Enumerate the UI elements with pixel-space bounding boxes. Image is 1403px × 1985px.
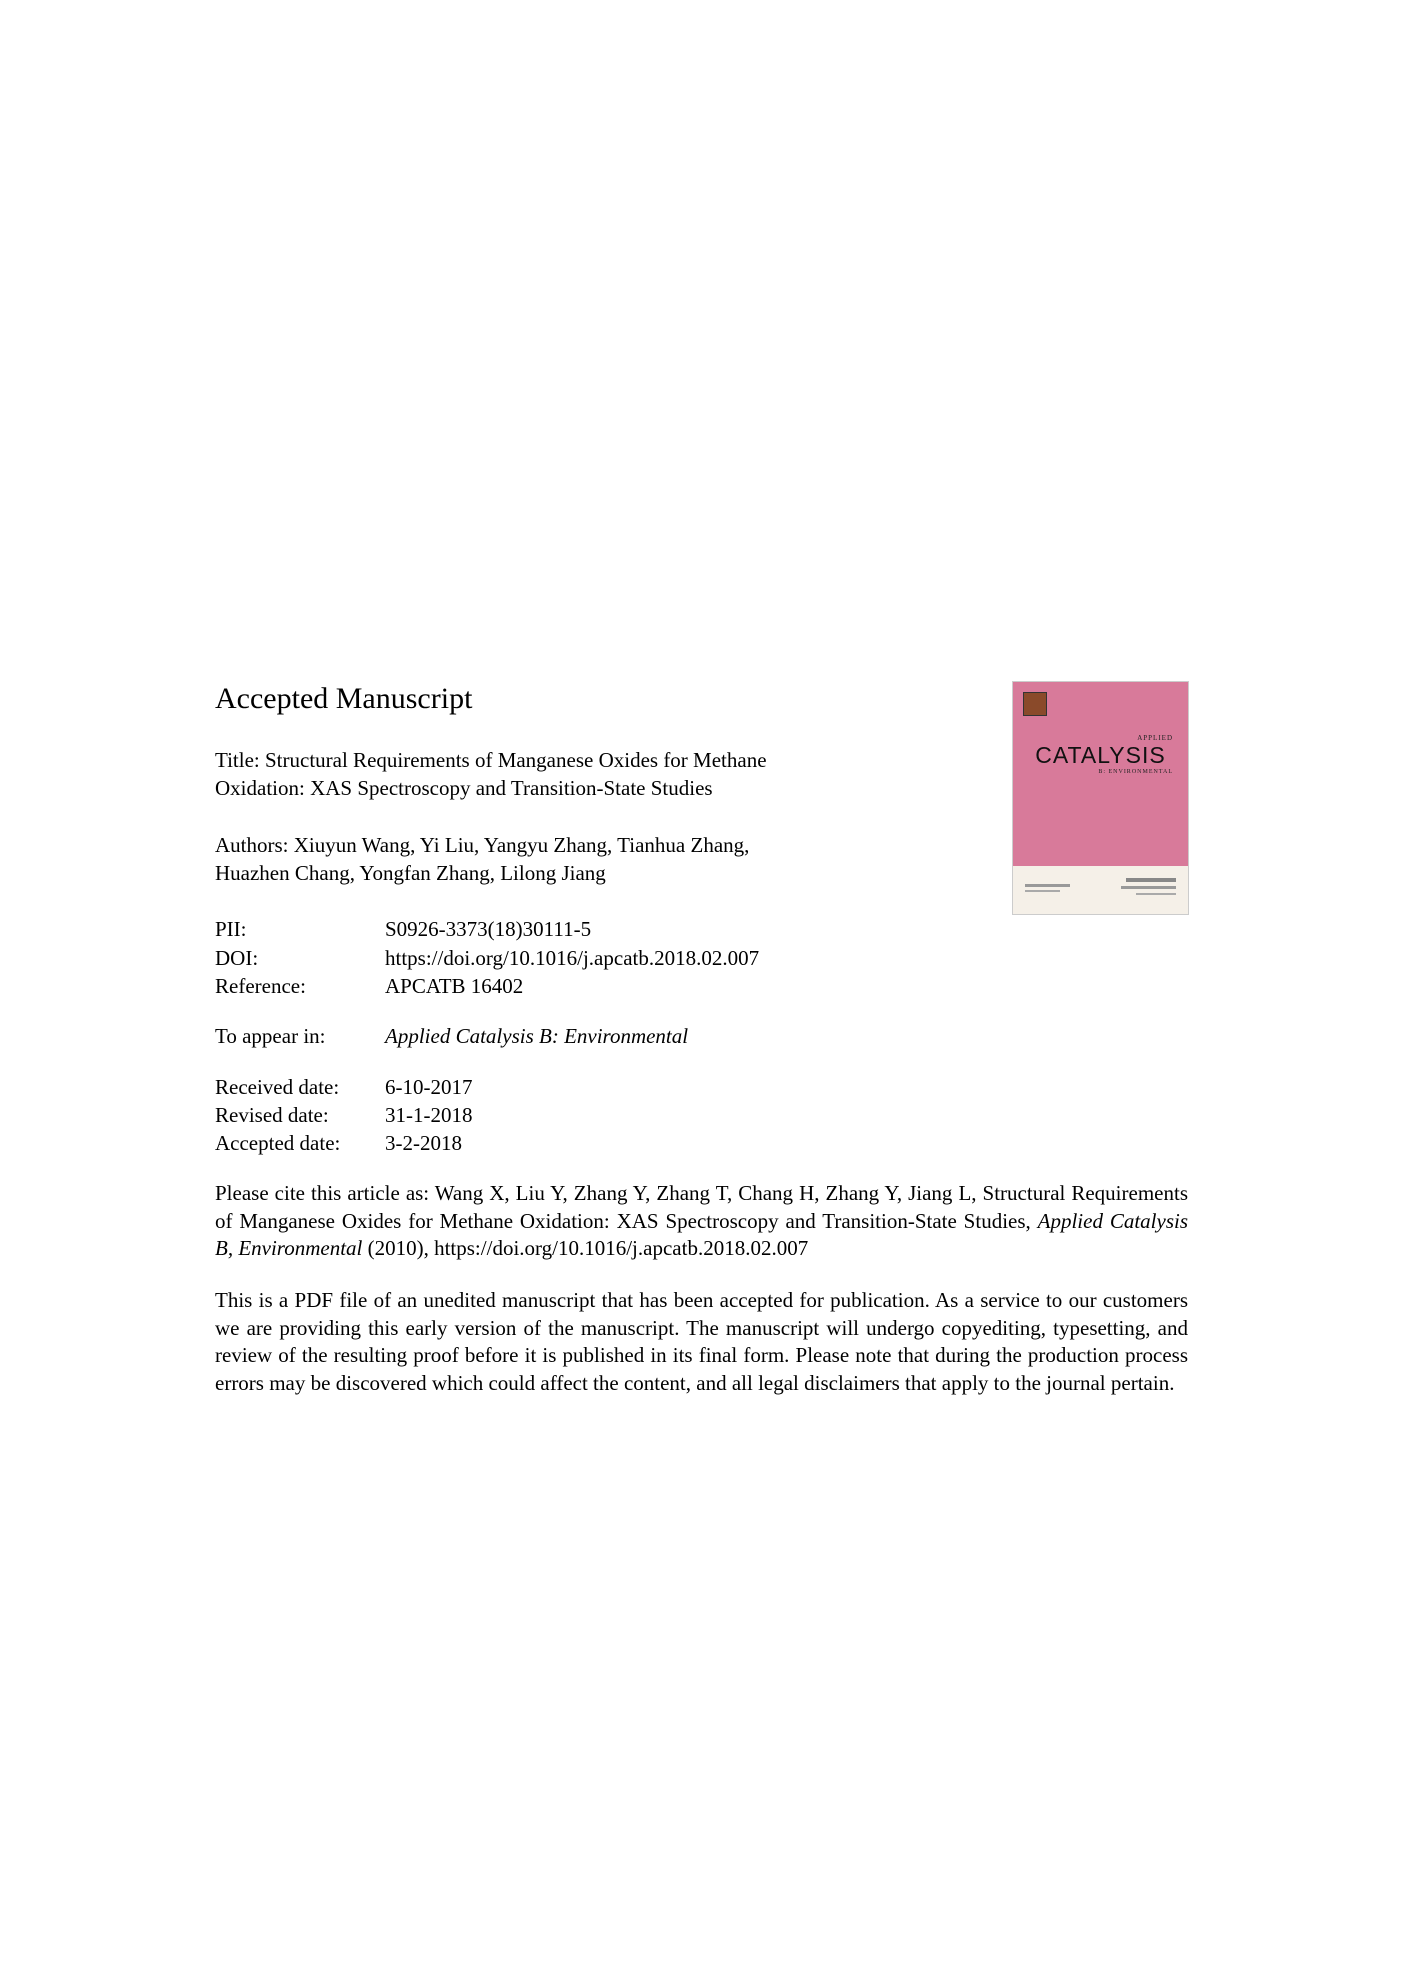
disclaimer-block: This is a PDF file of an unedited manusc… bbox=[215, 1287, 1188, 1398]
cover-catalysis-text: CATALYSIS bbox=[1013, 742, 1188, 769]
header-row: Accepted Manuscript Title: Structural Re… bbox=[215, 682, 1188, 915]
manuscript-page: Accepted Manuscript Title: Structural Re… bbox=[0, 0, 1403, 1985]
meta-row-doi: DOI: https://doi.org/10.1016/j.apcatb.20… bbox=[215, 944, 1188, 972]
meta-row-received: Received date: 6-10-2017 bbox=[215, 1073, 1188, 1101]
cover-footer-line bbox=[1025, 890, 1060, 892]
citation-block: Please cite this article as: Wang X, Liu… bbox=[215, 1180, 1188, 1263]
revised-value: 31-1-2018 bbox=[385, 1101, 1188, 1129]
revised-label: Revised date: bbox=[215, 1101, 385, 1129]
doi-value: https://doi.org/10.1016/j.apcatb.2018.02… bbox=[385, 944, 1188, 972]
cover-footer bbox=[1013, 866, 1188, 914]
page-heading: Accepted Manuscript bbox=[215, 682, 983, 716]
cover-footer-line bbox=[1136, 893, 1176, 895]
reference-label: Reference: bbox=[215, 972, 385, 1000]
title-prefix: Title: bbox=[215, 748, 265, 772]
meta-row-accepted: Accepted date: 3-2-2018 bbox=[215, 1129, 1188, 1157]
cover-title-block: APPLIED CATALYSIS B: ENVIRONMENTAL bbox=[1013, 734, 1188, 775]
authors-block: Authors: Xiuyun Wang, Yi Liu, Yangyu Zha… bbox=[215, 831, 785, 888]
reference-value: APCATB 16402 bbox=[385, 972, 1188, 1000]
cover-b-text: B: ENVIRONMENTAL bbox=[1013, 769, 1188, 775]
citation-post: (2010), https://doi.org/10.1016/j.apcatb… bbox=[362, 1236, 808, 1260]
cover-footer-line bbox=[1126, 878, 1176, 882]
authors-text: Xiuyun Wang, Yi Liu, Yangyu Zhang, Tianh… bbox=[215, 833, 749, 885]
cover-footer-line bbox=[1121, 886, 1176, 889]
accepted-value: 3-2-2018 bbox=[385, 1129, 1188, 1157]
received-value: 6-10-2017 bbox=[385, 1073, 1188, 1101]
meta-row-appear: To appear in: Applied Catalysis B: Envir… bbox=[215, 1022, 1188, 1050]
appear-table: To appear in: Applied Catalysis B: Envir… bbox=[215, 1022, 1188, 1050]
title-block: Title: Structural Requirements of Mangan… bbox=[215, 746, 785, 803]
accepted-label: Accepted date: bbox=[215, 1129, 385, 1157]
metadata-table: PII: S0926-3373(18)30111-5 DOI: https://… bbox=[215, 915, 1188, 1000]
pii-label: PII: bbox=[215, 915, 385, 943]
meta-row-revised: Revised date: 31-1-2018 bbox=[215, 1101, 1188, 1129]
cover-footer-line bbox=[1025, 884, 1070, 887]
cover-applied-text: APPLIED bbox=[1013, 734, 1188, 742]
publisher-logo-icon bbox=[1023, 692, 1047, 716]
title-text: Structural Requirements of Manganese Oxi… bbox=[215, 748, 767, 800]
journal-cover-thumbnail: APPLIED CATALYSIS B: ENVIRONMENTAL bbox=[1013, 682, 1188, 914]
appear-label: To appear in: bbox=[215, 1022, 385, 1050]
appear-value: Applied Catalysis B: Environmental bbox=[385, 1022, 1188, 1050]
meta-row-pii: PII: S0926-3373(18)30111-5 bbox=[215, 915, 1188, 943]
received-label: Received date: bbox=[215, 1073, 385, 1101]
dates-table: Received date: 6-10-2017 Revised date: 3… bbox=[215, 1073, 1188, 1158]
doi-label: DOI: bbox=[215, 944, 385, 972]
meta-row-reference: Reference: APCATB 16402 bbox=[215, 972, 1188, 1000]
pii-value: S0926-3373(18)30111-5 bbox=[385, 915, 1188, 943]
header-left: Accepted Manuscript Title: Structural Re… bbox=[215, 682, 1013, 915]
authors-prefix: Authors: bbox=[215, 833, 294, 857]
